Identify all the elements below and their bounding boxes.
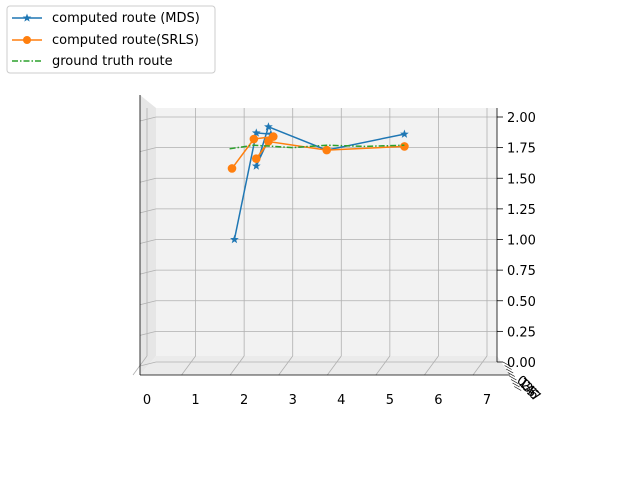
grid-line-side <box>139 147 157 153</box>
data-point <box>400 129 409 138</box>
x-tick-label: 7 <box>483 393 491 408</box>
back-pane <box>156 108 497 356</box>
data-point <box>264 122 273 131</box>
x-tick-label: 2 <box>240 393 248 408</box>
y-tick-mark <box>512 382 520 388</box>
data-point <box>264 137 273 146</box>
y-tick-mark <box>504 365 512 370</box>
grid-line-floor <box>326 355 342 376</box>
x-tick-label: 3 <box>289 393 297 408</box>
y-tick-mark <box>509 375 517 381</box>
data-point <box>251 154 261 163</box>
legend-frame <box>6 5 216 74</box>
y-tick-mark <box>506 368 514 374</box>
legend-entry-mds: computed route (MDS) <box>12 11 200 26</box>
grid-line-side <box>139 330 157 336</box>
grid-line-floor <box>181 355 196 376</box>
data-point <box>230 234 239 244</box>
legend-entry-ground-truth: ground truth route <box>12 54 173 69</box>
grid-line-floor <box>278 355 294 376</box>
axes-panes <box>140 95 510 375</box>
z-tick-label: 2.00 <box>507 111 536 126</box>
z-tick-label: 0.50 <box>507 295 536 310</box>
grid-line-floor <box>424 355 439 376</box>
data-point <box>249 134 259 144</box>
data-point <box>251 161 261 170</box>
grid-line-side <box>139 239 157 244</box>
legend-marker-srls <box>23 36 31 44</box>
series-line <box>229 144 405 150</box>
x-tick-label: 4 <box>337 393 345 408</box>
x-tick-label: 5 <box>386 393 394 408</box>
z-tick-label: 1.50 <box>507 172 536 187</box>
legend-entry-srls: computed route(SRLS) <box>12 33 199 48</box>
legend: computed route (MDS) computed route(SRLS… <box>6 5 216 74</box>
z-tick-label: 0.00 <box>507 356 536 371</box>
data-point <box>400 142 409 151</box>
series-1 <box>227 132 409 173</box>
left-pane <box>140 95 156 375</box>
floor-pane <box>140 356 510 375</box>
z-tick-label: 1.25 <box>507 203 536 218</box>
z-tick-label: 0.25 <box>507 325 536 340</box>
y-tick-mark <box>510 379 519 384</box>
data-point <box>322 145 332 155</box>
grid <box>132 108 497 376</box>
grid-line-side <box>139 300 157 306</box>
z-tick-label: 1.75 <box>507 142 536 157</box>
grid-line-side <box>139 269 157 275</box>
legend-label-ground-truth: ground truth route <box>52 54 173 69</box>
y-tick-mark <box>507 372 515 377</box>
grid-line-side <box>139 177 157 183</box>
data-point <box>227 164 237 173</box>
grid-line-floor <box>375 355 391 376</box>
legend-label-srls: computed route(SRLS) <box>52 33 199 48</box>
grid-line-floor <box>229 355 245 376</box>
grid-line-side <box>139 361 157 367</box>
y-tick-mark <box>502 361 511 367</box>
legend-label-mds: computed route (MDS) <box>52 11 200 26</box>
z-tick-label: 0.75 <box>507 264 536 279</box>
series <box>227 122 409 244</box>
x-tick-label: 1 <box>191 393 199 408</box>
legend-marker-mds <box>22 13 32 22</box>
x-tick-label: 6 <box>434 393 442 408</box>
grid-line-floor <box>472 355 488 376</box>
y-tick-mark <box>514 386 522 391</box>
z-tick-label: 1.00 <box>507 234 536 249</box>
data-point <box>251 128 261 137</box>
grid-line-side <box>139 116 157 122</box>
grid-line-side <box>139 208 157 214</box>
series-2 <box>229 144 405 150</box>
x-tick-label: 0 <box>143 393 151 408</box>
